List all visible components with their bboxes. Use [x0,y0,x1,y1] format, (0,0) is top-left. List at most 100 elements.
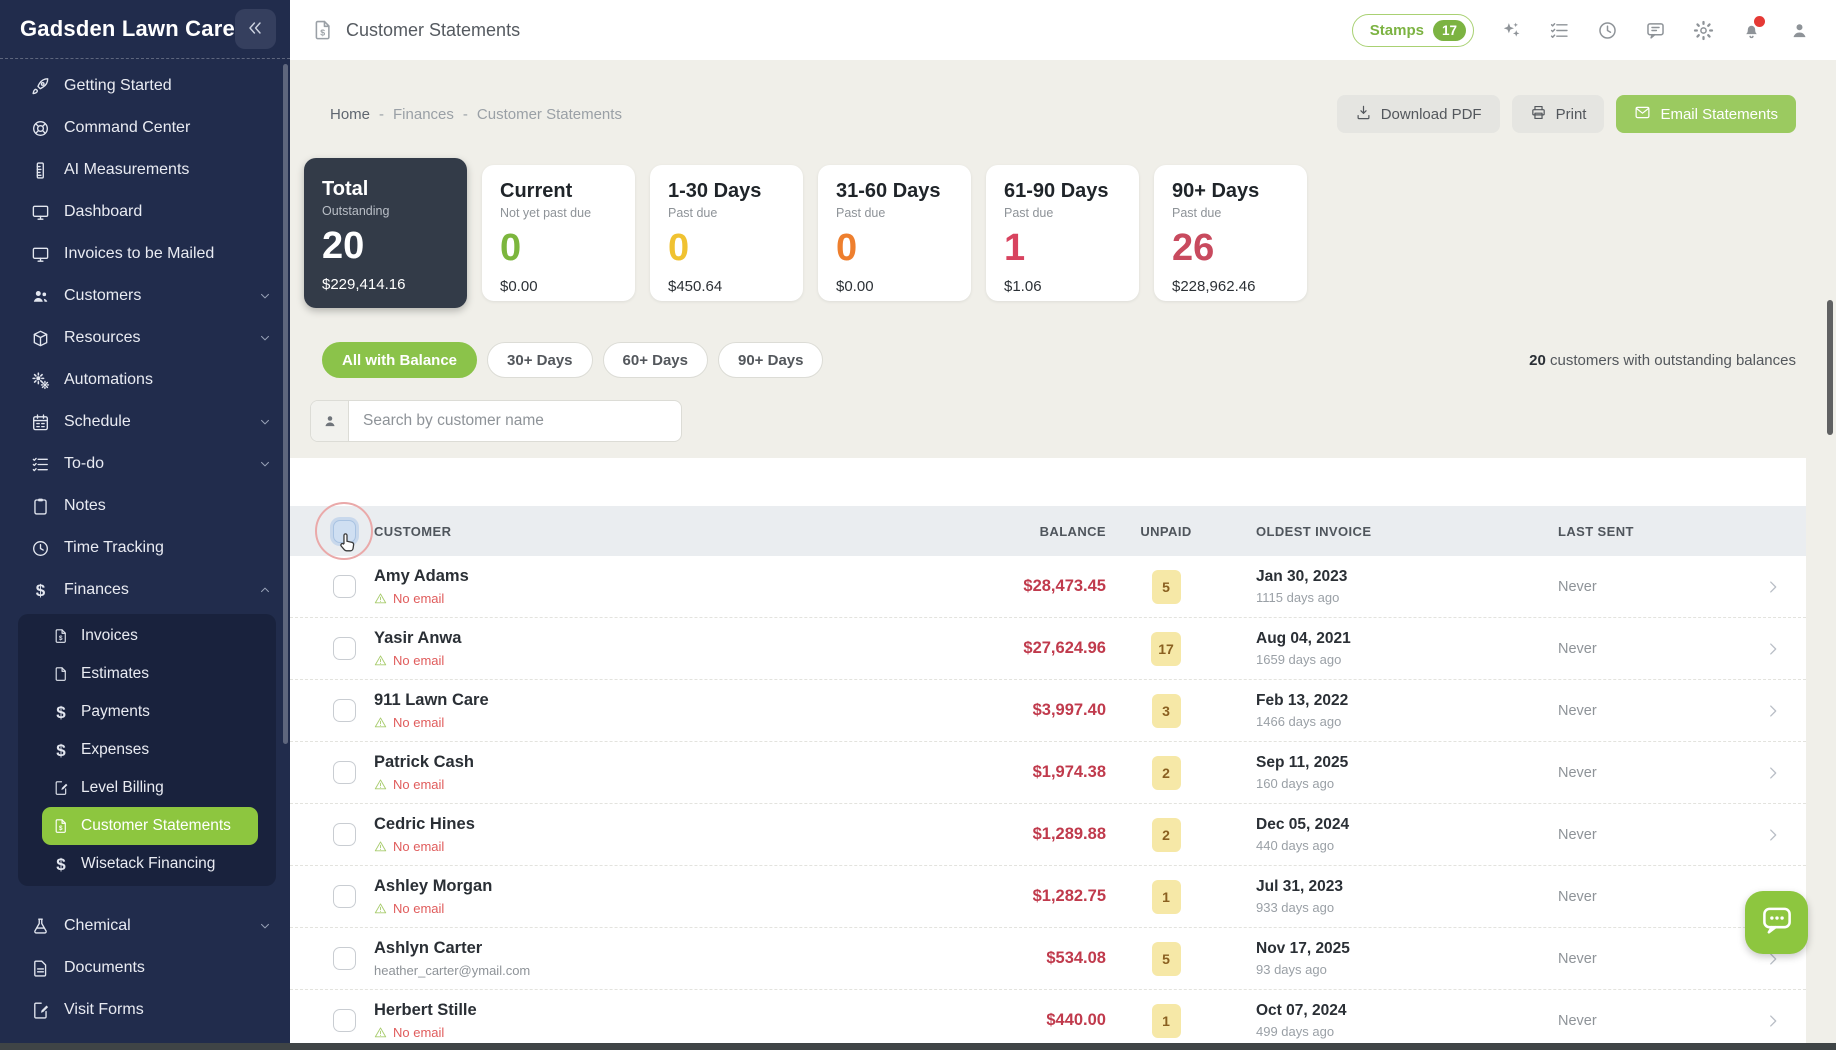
sidebar-item-label: Automations [64,371,153,388]
customer-row-amy-adams[interactable]: Amy Adams No email $28,473.45 5 Jan 30, 2023… [290,556,1806,618]
aging-card-current[interactable]: Current Not yet past due 0 $0.00 [482,165,635,301]
row-chevron-right-icon[interactable] [1732,640,1782,658]
sidebar-subitem-expenses[interactable]: $ Expenses [18,731,276,769]
row-checkbox[interactable] [332,885,356,908]
chevron-down-icon [258,919,272,933]
breadcrumb-finances[interactable]: Finances [393,105,454,123]
sidebar-subitem-estimates[interactable]: Estimates [18,655,276,693]
topbar-actions: Stamps 17 [1351,13,1810,47]
filter-pill-90-days[interactable]: 90+ Days [718,342,824,378]
sidebar-item-documents[interactable]: Documents [0,947,290,989]
statements-table: CUSTOMER BALANCE UNPAID OLDEST INVOICE LAST … [290,458,1806,1050]
row-checkbox[interactable] [332,575,356,598]
row-chevron-right-icon[interactable] [1732,1012,1782,1030]
user-icon[interactable] [1789,20,1810,41]
checklist-icon[interactable] [1549,20,1570,41]
sidebar-item-command-center[interactable]: Command Center [0,107,290,149]
email-statements-button[interactable]: Email Statements [1616,95,1796,133]
aging-card-90-days[interactable]: 90+ Days Past due 26 $228,962.46 [1154,165,1307,301]
row-checkbox[interactable] [332,947,356,970]
customer-row-911-lawn-care[interactable]: 911 Lawn Care No email $3,997.40 3 Feb 13, 2… [290,680,1806,742]
customer-row-ashley-morgan[interactable]: Ashley Morgan No email $1,282.75 1 Jul 31, 2… [290,866,1806,928]
oldest-invoice-cell: Jan 30, 2023 1115 days ago [1226,568,1522,605]
row-checkbox[interactable] [332,761,356,784]
sidebar-item-time-tracking[interactable]: Time Tracking [0,527,290,569]
filter-pill-all-with-balance[interactable]: All with Balance [322,342,478,378]
filter-pill-30-days[interactable]: 30+ Days [487,342,593,378]
customer-row-patrick-cash[interactable]: Patrick Cash No email $1,974.38 2 Sep 11, 20… [290,742,1806,804]
customer-cell: Herbert Stille No email [374,1001,926,1040]
customer-row-yasir-anwa[interactable]: Yasir Anwa No email $27,624.96 17 Aug 04, 20… [290,618,1806,680]
aging-card-1-30-days[interactable]: 1-30 Days Past due 0 $450.64 [650,165,803,301]
sidebar-item-automations[interactable]: Automations [0,359,290,401]
row-checkbox[interactable] [332,823,356,846]
row-checkbox-cell [314,823,374,846]
aging-card-31-60-days[interactable]: 31-60 Days Past due 0 $0.00 [818,165,971,301]
clock-icon[interactable] [1597,20,1618,41]
row-checkbox[interactable] [332,699,356,722]
sidebar-item-to-do[interactable]: To-do [0,443,290,485]
sidebar-item-dashboard[interactable]: Dashboard [0,191,290,233]
sidebar-item-getting-started[interactable]: Getting Started [0,65,290,107]
sidebar-item-resources[interactable]: Resources [0,317,290,359]
row-chevron-right-icon[interactable] [1732,950,1782,968]
sidebar-subitem-payments[interactable]: $ Payments [18,693,276,731]
gear-icon[interactable] [1693,20,1714,41]
row-chevron-right-icon[interactable] [1732,764,1782,782]
invoice-date: Jul 31, 2023 [1256,878,1344,895]
sidebar-subitem-invoices[interactable]: $ Invoices [18,617,276,655]
unpaid-count-badge: 3 [1151,693,1181,728]
balance-amount: $440.00 [1046,1011,1106,1029]
unpaid-cell: 2 [1106,817,1226,852]
stamps-button[interactable]: Stamps 17 [1351,13,1474,47]
sidebar-item-visit-forms[interactable]: Visit Forms [0,989,290,1031]
customer-row-herbert-stille[interactable]: Herbert Stille No email $440.00 1 Oct 07, 20… [290,990,1806,1050]
breadcrumb-home[interactable]: Home [330,105,371,123]
filter-row: All with Balance 30+ Days 60+ Days 90+ Days… [322,342,1796,378]
gears-icon [30,371,51,390]
row-checkbox[interactable] [332,1009,356,1032]
sparkles-icon[interactable] [1501,20,1522,41]
breadcrumb-separator: - [379,105,385,123]
unpaid-cell: 5 [1106,569,1226,604]
bell-icon[interactable] [1741,15,1765,41]
customer-row-cedric-hines[interactable]: Cedric Hines No email $1,289.88 2 Dec 05, 20… [290,804,1806,866]
sidebar-subitem-level-billing[interactable]: Level Billing [18,769,276,807]
sidebar-item-finances[interactable]: $ Finances [0,569,290,611]
sidebar-item-chemical[interactable]: Chemical [0,905,290,947]
row-checkbox[interactable] [332,637,356,660]
chat-widget-button[interactable] [1745,891,1808,954]
main-scrollbar-thumb[interactable] [1827,300,1833,435]
sidebar-item-notes[interactable]: Notes [0,485,290,527]
search-input[interactable] [349,401,681,441]
row-checkbox-cell [314,699,374,722]
row-chevron-right-icon[interactable] [1732,826,1782,844]
aging-card-61-90-days[interactable]: 61-90 Days Past due 1 $1.06 [986,165,1139,301]
aging-card-total[interactable]: Total Outstanding 20 $229,414.16 [304,158,467,308]
column-header-last-sent: LAST SENT [1558,523,1634,539]
chat-icon[interactable] [1645,20,1666,41]
sidebar-item-schedule[interactable]: Schedule [0,401,290,443]
card-amount: $0.00 [836,278,874,295]
sidebar-collapse-button[interactable] [234,9,276,49]
row-chevron-right-icon[interactable] [1732,702,1782,720]
filedollar-icon: $ [52,818,70,834]
download-pdf-button[interactable]: Download PDF [1336,95,1500,133]
filter-pill-60-days[interactable]: 60+ Days [602,342,708,378]
svg-text:$: $ [59,635,63,642]
sidebar-item-invoices-to-be-mailed[interactable]: Invoices to be Mailed [0,233,290,275]
sidebar-subitem-wisetack-financing[interactable]: $ Wisetack Financing [18,845,276,883]
card-count: 1 [1004,227,1026,269]
sidebar-item-customers[interactable]: Customers [0,275,290,317]
card-amount: $229,414.16 [322,276,406,293]
sidebar-item-ai-measurements[interactable]: AI Measurements [0,149,290,191]
row-chevron-right-icon[interactable] [1732,578,1782,596]
select-all-checkbox[interactable] [332,519,356,543]
sidebar-item-label: Getting Started [64,77,172,94]
box-icon [30,329,51,348]
invoice-age: 160 days ago [1256,776,1335,791]
customer-row-ashlyn-carter[interactable]: Ashlyn Carter heather_carter@ymail.com $53… [290,928,1806,990]
print-button[interactable]: Print [1511,95,1605,133]
sidebar-scrollbar-thumb[interactable] [283,64,288,744]
sidebar-subitem-customer-statements[interactable]: $ Customer Statements [42,807,258,845]
